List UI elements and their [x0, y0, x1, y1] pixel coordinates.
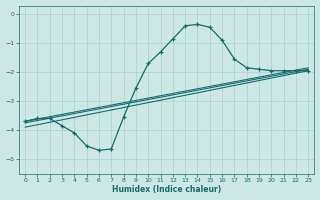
X-axis label: Humidex (Indice chaleur): Humidex (Indice chaleur): [112, 185, 221, 194]
